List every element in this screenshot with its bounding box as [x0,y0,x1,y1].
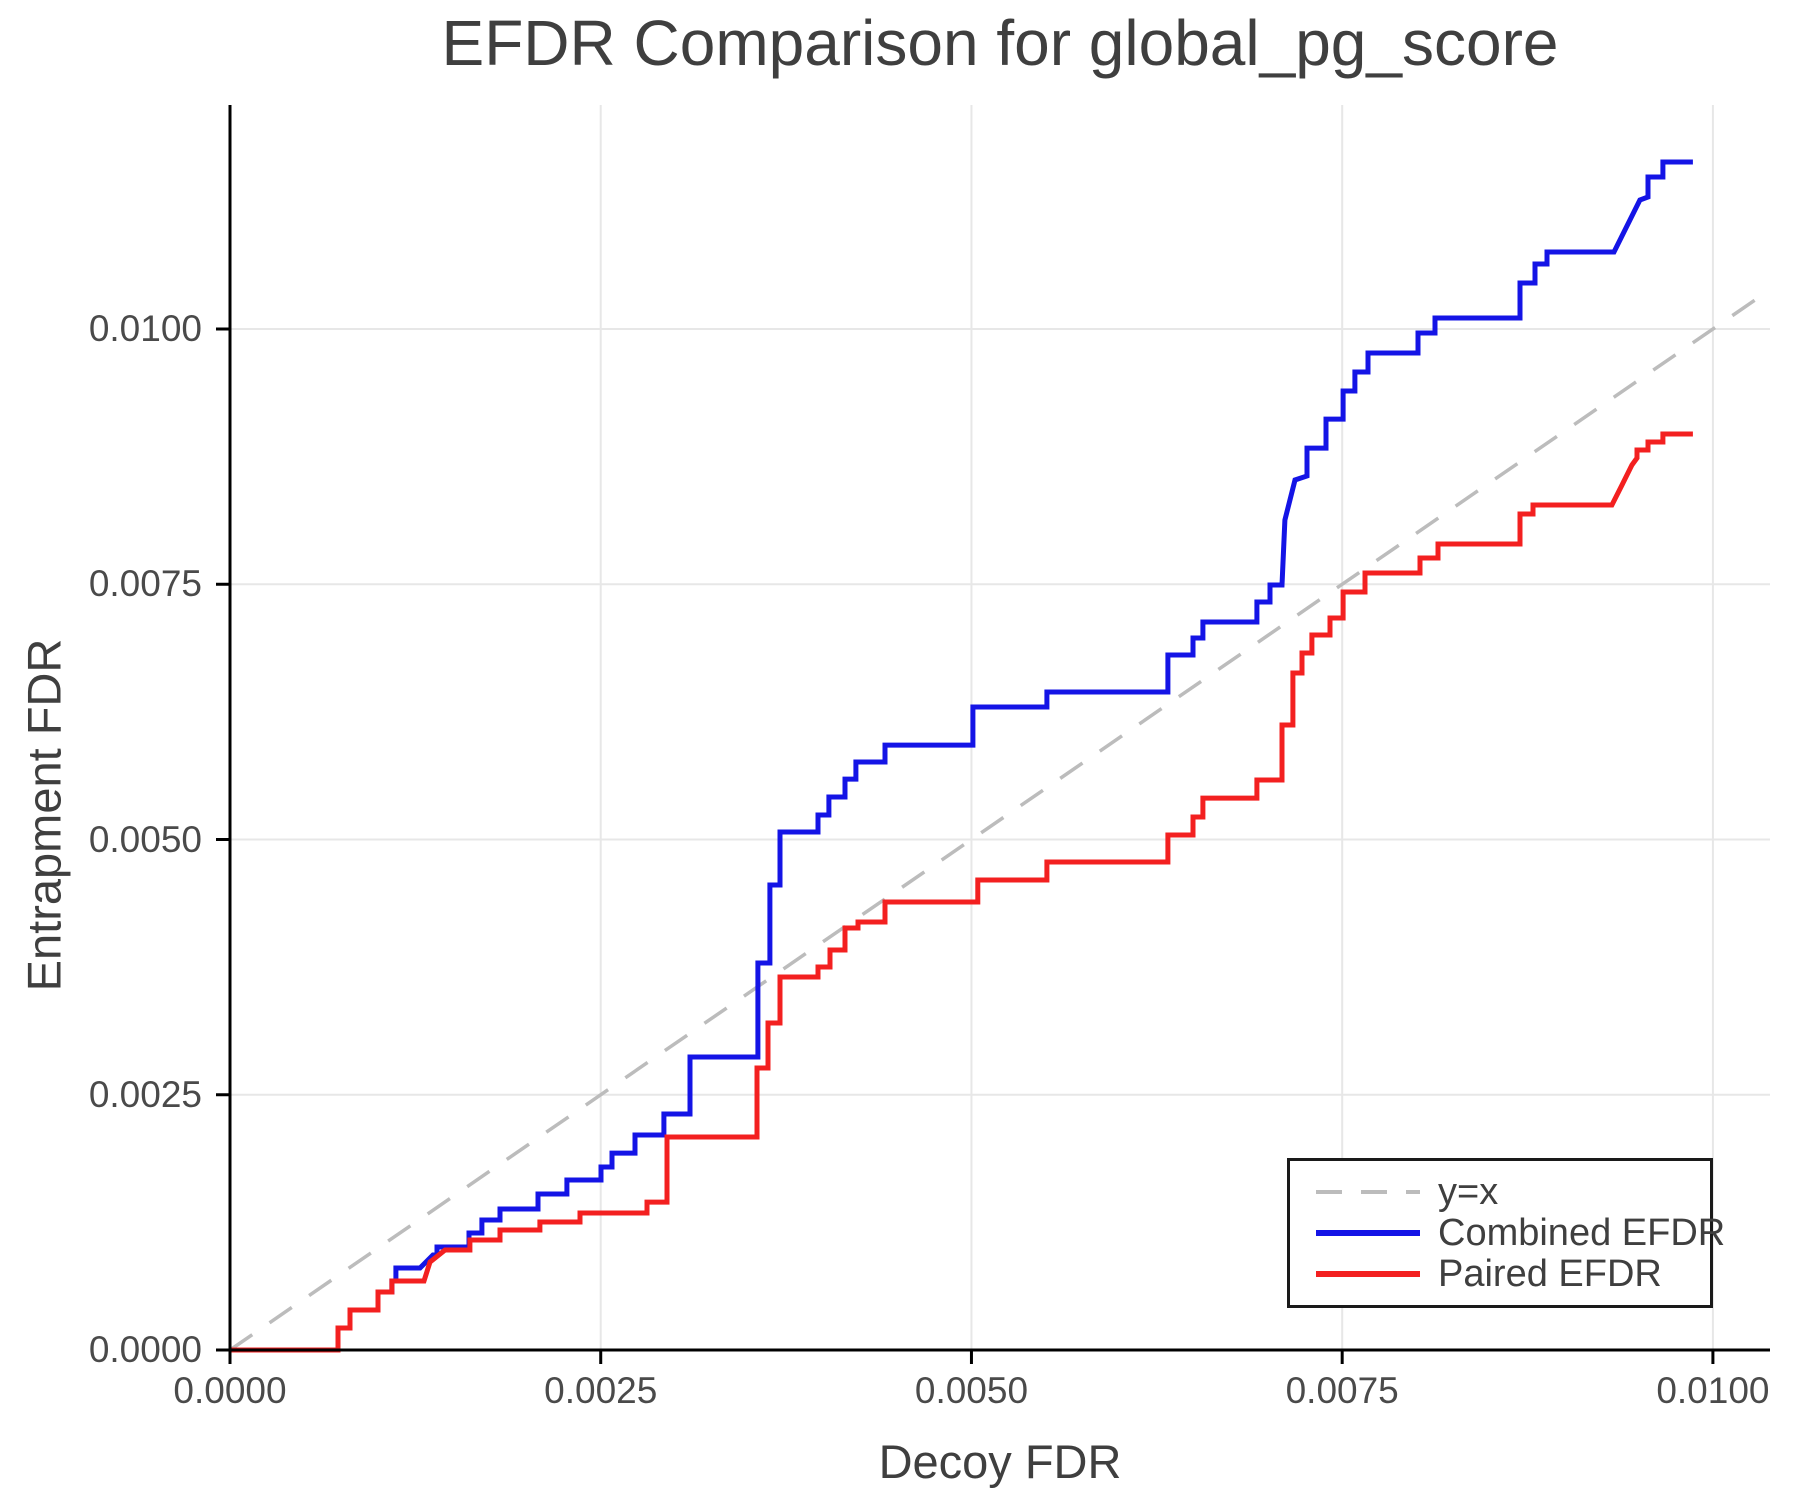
x-tick-label: 0.0025 [544,1370,658,1411]
legend: y=x Combined EFDR Paired EFDR [1287,1158,1725,1308]
y-tick-label: 0.0000 [88,1329,202,1370]
legend-item-identity-line: y=x [1316,1173,1710,1211]
series-y-x [229,288,1771,1352]
legend-item-label: Paired EFDR [1438,1253,1662,1295]
legend-item-label: Combined EFDR [1438,1212,1726,1254]
x-tick-label: 0.0100 [1656,1370,1770,1411]
legend-item-paired-efdr: Paired EFDR [1316,1255,1710,1293]
x-tick-label: 0.0000 [173,1370,287,1411]
y-tick-label: 0.0075 [88,563,202,605]
legend-item-label: y=x [1438,1171,1499,1213]
y-tick-label: 0.0100 [88,308,202,349]
y-tick-label: 0.0025 [88,1073,202,1115]
y-axis-label: Entrapment FDR [17,638,71,992]
series-paired-efdr [230,431,1693,1353]
x-axis-label: Decoy FDR [878,1435,1122,1488]
x-tick-label: 0.0075 [1285,1370,1399,1411]
legend-item-combined-efdr: Combined EFDR [1316,1214,1725,1252]
y-tick-label: 0.0050 [88,818,202,860]
chart-title: EFDR Comparison for global_pg_score [441,7,1559,79]
blue-line-sample-icon [1316,1230,1420,1236]
x-tick-label: 0.0050 [914,1370,1029,1411]
dashed-line-sample-icon [1316,1190,1420,1194]
red-line-sample-icon [1316,1271,1420,1277]
